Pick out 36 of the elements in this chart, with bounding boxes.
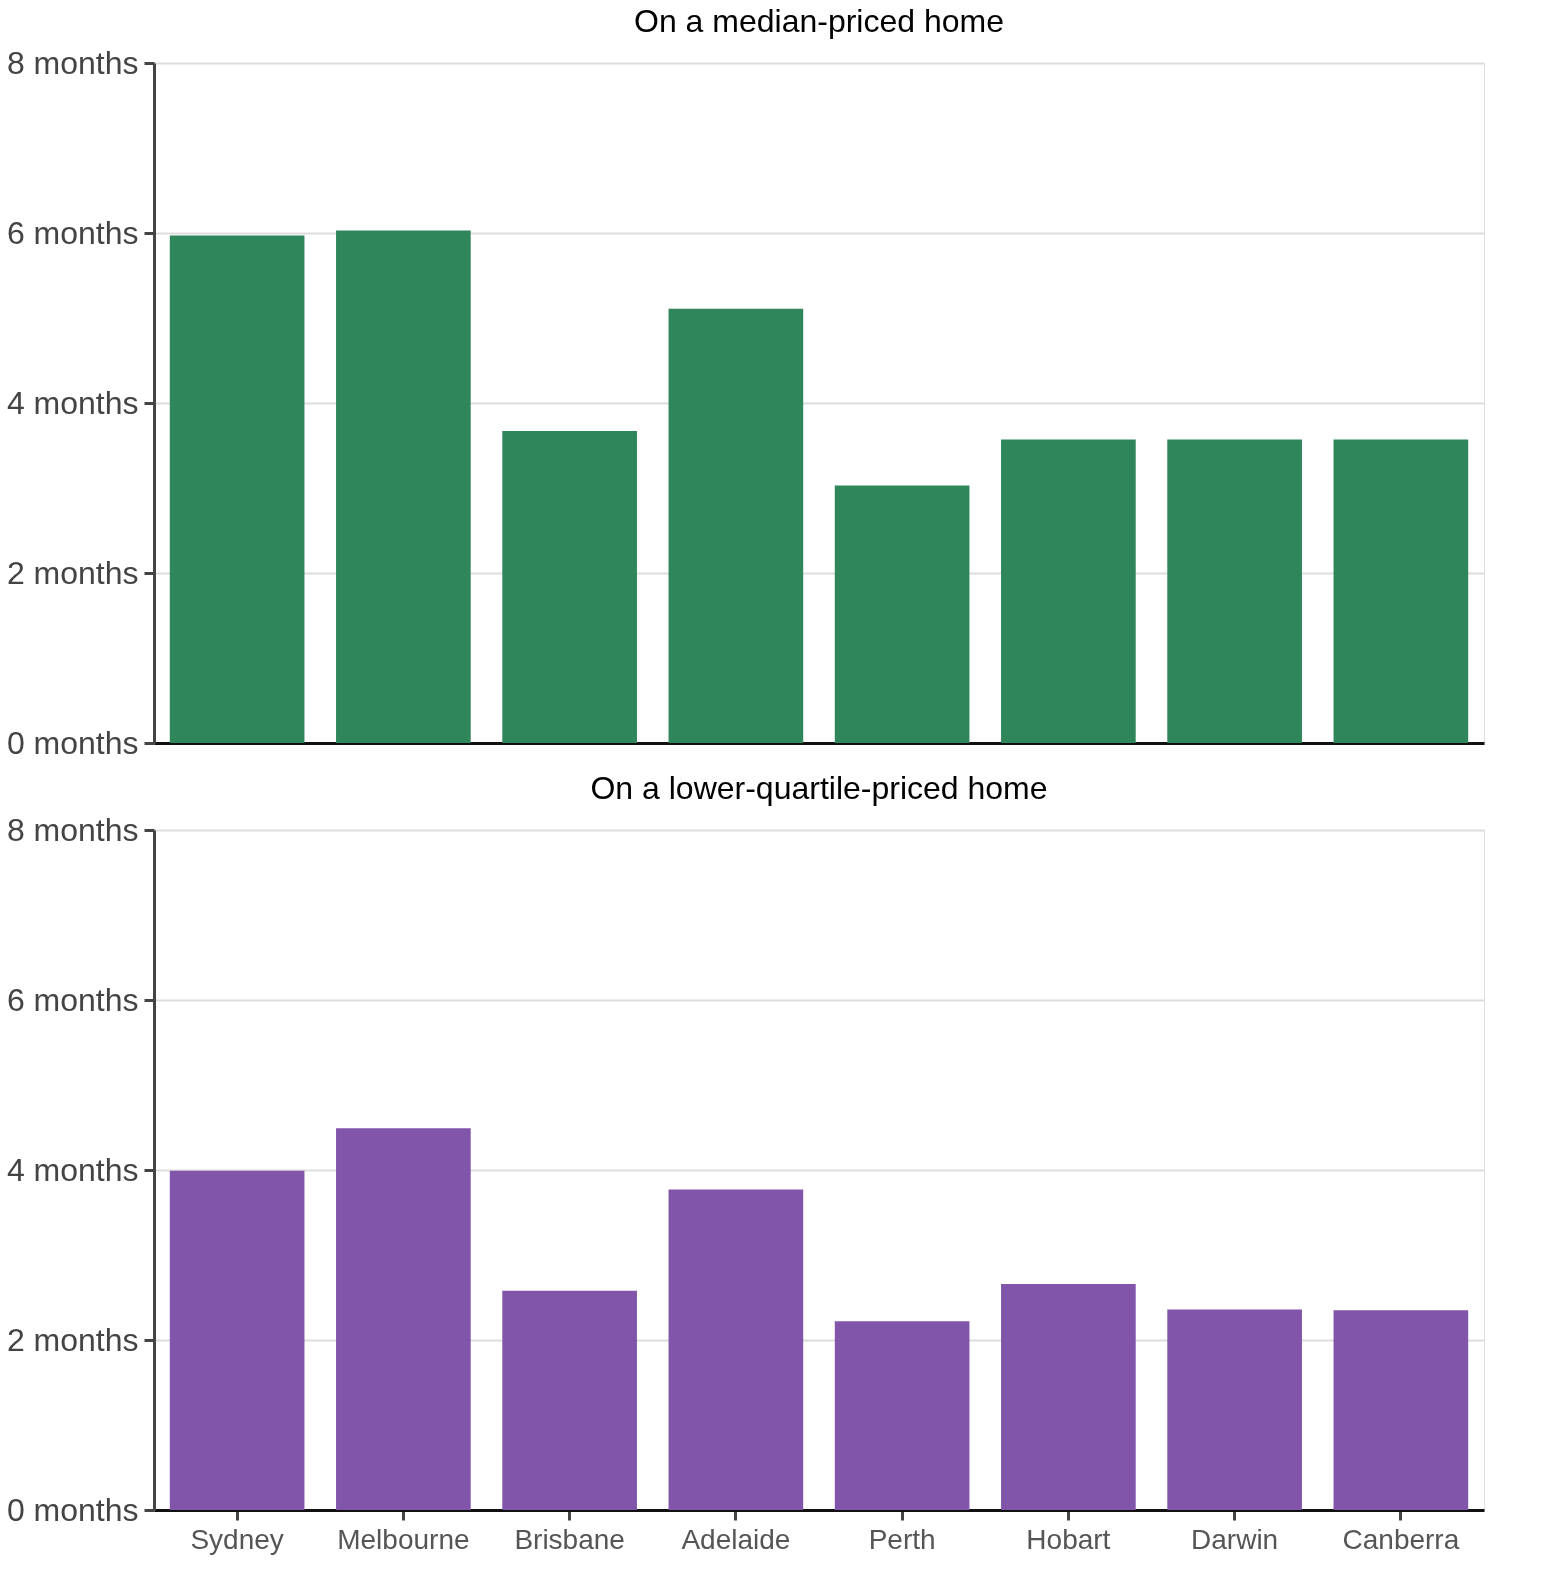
y-tick-label: 0 months [6, 724, 139, 761]
y-tick-label: 2 months [6, 554, 139, 591]
x-tick-label: Sydney [190, 1523, 284, 1555]
x-tick-label: Darwin [1191, 1523, 1279, 1555]
bar [169, 1170, 305, 1510]
y-tick-label: 2 months [6, 1321, 139, 1358]
y-tick-label: 6 months [6, 981, 139, 1018]
y-tick-label: 6 months [6, 214, 139, 251]
bar [1333, 1310, 1469, 1510]
bar [834, 485, 970, 743]
bar [336, 230, 471, 743]
bar [1167, 439, 1302, 743]
chart-title: On a lower-quartile-priced home [590, 770, 1048, 806]
bar [834, 1321, 970, 1510]
y-tick-label: 4 months [6, 1151, 139, 1188]
y-tick-label: 8 months [6, 811, 139, 848]
bar [1001, 439, 1136, 743]
bar [668, 1189, 804, 1510]
bar [668, 308, 804, 743]
y-tick-label: 8 months [6, 44, 139, 81]
bar [502, 431, 637, 743]
bar [502, 1290, 637, 1510]
bar [1001, 1283, 1136, 1510]
x-tick-label: Melbourne [337, 1523, 470, 1555]
bar [169, 235, 305, 743]
bar [1167, 1309, 1302, 1510]
y-tick-label: 0 months [6, 1491, 139, 1528]
bar [336, 1128, 471, 1510]
bar [1333, 439, 1469, 743]
x-tick-label: Hobart [1026, 1523, 1111, 1555]
x-tick-label: Adelaide [681, 1523, 791, 1555]
chart-title: On a median-priced home [634, 3, 1004, 39]
y-tick-label: 4 months [6, 384, 139, 421]
x-tick-label: Brisbane [514, 1523, 625, 1555]
x-tick-label: Canberra [1342, 1523, 1460, 1555]
x-tick-label: Perth [868, 1523, 936, 1555]
